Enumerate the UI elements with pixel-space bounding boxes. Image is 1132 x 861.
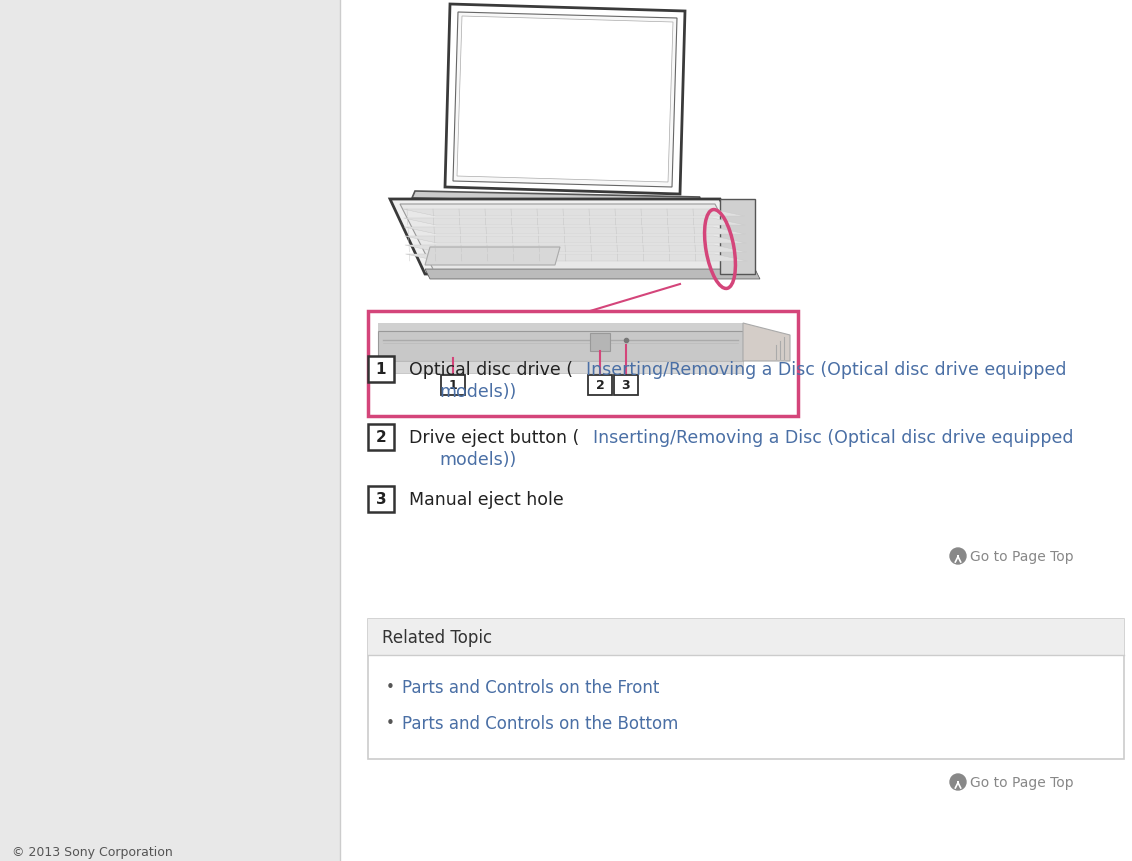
Text: 1: 1 <box>376 362 386 377</box>
Polygon shape <box>403 219 745 226</box>
FancyBboxPatch shape <box>441 375 465 395</box>
Text: Inserting/Removing a Disc (Optical disc drive equipped: Inserting/Removing a Disc (Optical disc … <box>593 429 1073 447</box>
Text: •: • <box>386 715 395 731</box>
Polygon shape <box>404 228 746 235</box>
Text: 3: 3 <box>376 492 386 507</box>
Text: 2: 2 <box>376 430 386 445</box>
FancyBboxPatch shape <box>368 619 1124 655</box>
Text: •: • <box>386 679 395 695</box>
Text: Manual eject hole: Manual eject hole <box>409 491 564 508</box>
Polygon shape <box>391 200 755 275</box>
Polygon shape <box>404 237 746 244</box>
FancyBboxPatch shape <box>368 312 798 417</box>
Text: 3: 3 <box>621 379 631 392</box>
Polygon shape <box>424 269 760 280</box>
Polygon shape <box>405 245 746 253</box>
Text: Parts and Controls on the Front: Parts and Controls on the Front <box>402 678 659 697</box>
Polygon shape <box>445 5 685 195</box>
Text: models)): models)) <box>439 450 516 468</box>
Polygon shape <box>743 324 790 362</box>
Text: 1: 1 <box>448 379 457 392</box>
Text: Go to Page Top: Go to Page Top <box>970 549 1073 563</box>
Circle shape <box>950 548 966 564</box>
Text: Drive eject button (: Drive eject button ( <box>409 429 580 447</box>
Polygon shape <box>405 255 747 262</box>
FancyBboxPatch shape <box>368 424 394 450</box>
Polygon shape <box>457 17 674 183</box>
FancyBboxPatch shape <box>588 375 612 395</box>
Text: Go to Page Top: Go to Page Top <box>970 775 1073 789</box>
Text: Parts and Controls on the Bottom: Parts and Controls on the Bottom <box>402 714 678 732</box>
FancyBboxPatch shape <box>368 486 394 512</box>
Polygon shape <box>424 248 560 266</box>
Text: Related Topic: Related Topic <box>381 629 492 647</box>
Polygon shape <box>378 324 743 331</box>
FancyBboxPatch shape <box>0 0 340 861</box>
Text: 2: 2 <box>595 379 604 392</box>
Text: Inserting/Removing a Disc (Optical disc drive equipped: Inserting/Removing a Disc (Optical disc … <box>586 361 1066 379</box>
Polygon shape <box>590 333 610 351</box>
Polygon shape <box>412 192 700 205</box>
Polygon shape <box>378 331 743 362</box>
Polygon shape <box>403 210 745 217</box>
FancyBboxPatch shape <box>368 619 1124 759</box>
Text: models)): models)) <box>439 382 516 400</box>
Polygon shape <box>378 362 743 374</box>
Polygon shape <box>720 200 755 275</box>
Polygon shape <box>453 13 677 188</box>
FancyBboxPatch shape <box>614 375 638 395</box>
Polygon shape <box>400 205 748 269</box>
FancyBboxPatch shape <box>368 356 394 382</box>
Circle shape <box>950 774 966 790</box>
Text: © 2013 Sony Corporation: © 2013 Sony Corporation <box>12 846 173 858</box>
Text: Optical disc drive (: Optical disc drive ( <box>409 361 573 379</box>
